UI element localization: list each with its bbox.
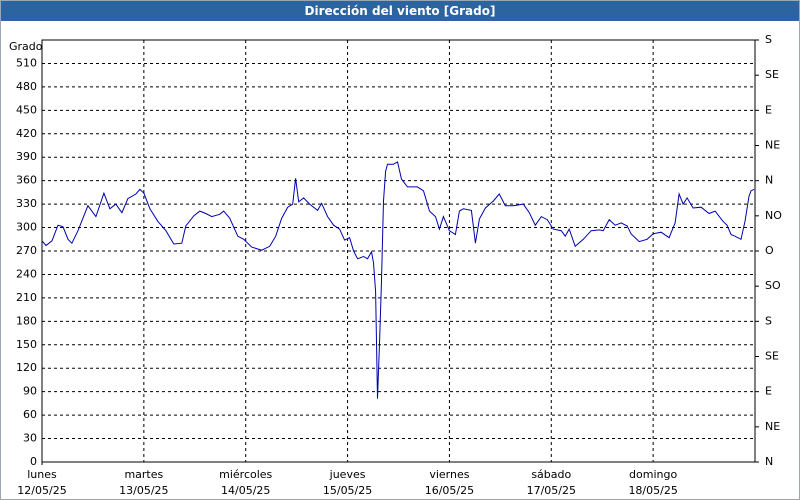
y-tick-label: 240 (16, 267, 37, 280)
y-tick-label: 360 (16, 174, 37, 187)
y-tick-label: 390 (16, 150, 37, 163)
x-tick-date: 15/05/25 (323, 484, 372, 497)
x-tick-date: 16/05/25 (425, 484, 474, 497)
y-tick-label: 480 (16, 80, 37, 93)
y2-tick-label: O (765, 244, 774, 257)
window-title: Dirección del viento [Grado] (1, 1, 799, 21)
chart: Grado 0 30 60 90 120 150 180 210 240 270 300 330 360… (9, 33, 782, 497)
data-line (41, 161, 755, 399)
x-tick-date: 18/05/25 (628, 484, 677, 497)
x-tick-label: sábado (531, 468, 571, 481)
y-tick-label: 60 (23, 408, 37, 421)
y2-tick-label: NO (765, 209, 782, 222)
y-tick-label: 270 (16, 244, 37, 257)
y2-tick-label: SO (765, 279, 781, 292)
x-tick-label: miércoles (219, 468, 272, 481)
y-tick-label: 0 (30, 455, 37, 468)
y-tick-label: 30 (23, 432, 37, 445)
y-tick-label: 420 (16, 127, 37, 140)
x-tick-date: 13/05/25 (119, 484, 168, 497)
y2-tick-label: E (765, 103, 772, 116)
y2-tick-label: S (765, 314, 772, 327)
y-tick-label: 180 (16, 314, 37, 327)
y-tick-label: 510 (16, 56, 37, 69)
y2-tick-label: E (765, 385, 772, 398)
y-axis-label: Grado (9, 40, 43, 53)
x-tick-label: lunes (27, 468, 57, 481)
y-tick-label: 210 (16, 291, 37, 304)
y-tick-label: 330 (16, 197, 37, 210)
y2-tick-label: N (765, 455, 773, 468)
y2-tick-label: SE (765, 350, 779, 363)
y-tick-label: 300 (16, 221, 37, 234)
x-tick-label: martes (124, 468, 163, 481)
x-tick-label: viernes (429, 468, 469, 481)
x-tick-label: jueves (329, 468, 366, 481)
y2-tick-label: S (765, 33, 772, 46)
y2-tick-label: NE (765, 420, 780, 433)
x-tick-date: 12/05/25 (17, 484, 66, 497)
y2-tick-label: N (765, 174, 773, 187)
y2-tick-label: NE (765, 139, 780, 152)
y-tick-label: 450 (16, 103, 37, 116)
y-tick-label: 90 (23, 385, 37, 398)
x-tick-label: domingo (629, 468, 677, 481)
y2-tick-label: SE (765, 68, 779, 81)
x-tick-date: 17/05/25 (527, 484, 576, 497)
x-tick-date: 14/05/25 (221, 484, 270, 497)
y-tick-label: 150 (16, 338, 37, 351)
y-tick-label: 120 (16, 361, 37, 374)
